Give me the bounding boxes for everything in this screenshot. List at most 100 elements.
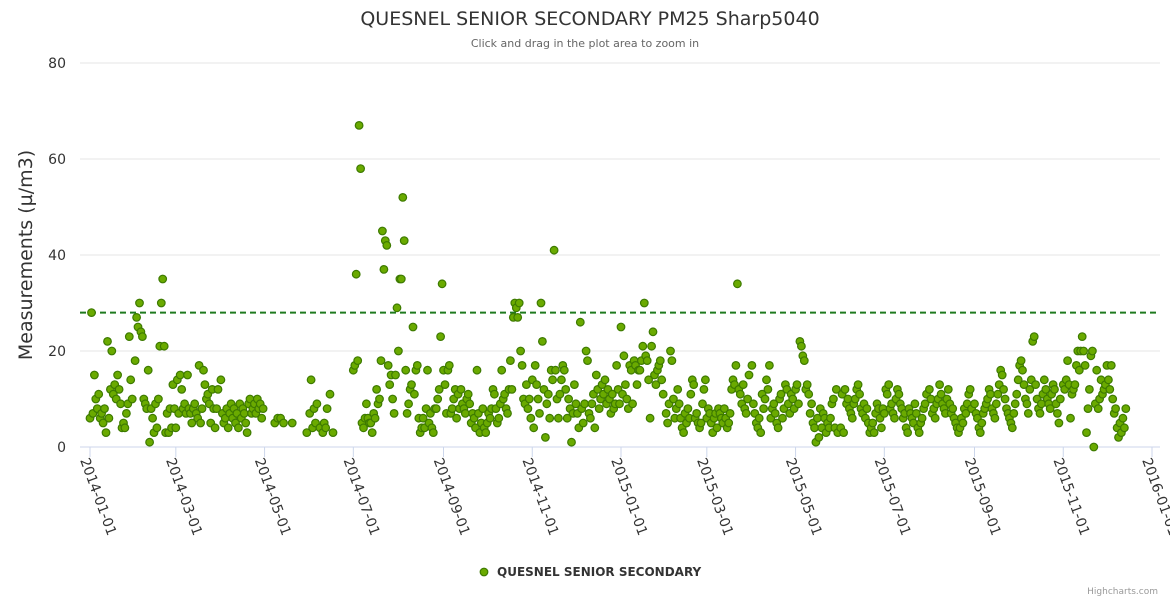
data-point[interactable] [975, 428, 985, 438]
data-point[interactable] [914, 428, 924, 438]
data-point[interactable] [648, 327, 658, 337]
data-point[interactable] [920, 399, 930, 409]
data-point[interactable] [612, 361, 621, 370]
data-point[interactable] [312, 399, 322, 409]
data-point[interactable] [564, 394, 573, 404]
data-point[interactable] [741, 409, 751, 418]
data-point[interactable] [465, 399, 475, 409]
data-point[interactable] [657, 375, 667, 385]
data-point[interactable] [503, 409, 512, 418]
data-point[interactable] [551, 365, 560, 375]
data-point[interactable] [1106, 361, 1116, 370]
data-point[interactable] [145, 437, 155, 447]
data-point[interactable] [936, 389, 946, 399]
data-point[interactable] [699, 385, 709, 394]
data-point[interactable] [788, 394, 798, 404]
data-point[interactable] [1089, 442, 1099, 452]
data-point[interactable] [354, 120, 364, 130]
data-point[interactable] [321, 423, 331, 433]
data-point[interactable] [1055, 394, 1065, 404]
data-point[interactable] [478, 404, 488, 414]
data-point[interactable] [302, 428, 312, 438]
data-point[interactable] [542, 399, 552, 409]
data-point[interactable] [562, 413, 572, 423]
data-point[interactable] [778, 413, 787, 423]
data-point[interactable] [156, 298, 166, 308]
data-point[interactable] [997, 370, 1007, 380]
data-point[interactable] [1118, 413, 1128, 423]
data-point[interactable] [1093, 404, 1103, 414]
data-point[interactable] [456, 385, 466, 394]
data-point[interactable] [407, 380, 416, 390]
data-point[interactable] [399, 236, 409, 246]
data-point[interactable] [575, 317, 585, 327]
data-point[interactable] [571, 399, 581, 409]
data-point[interactable] [600, 375, 610, 385]
data-point[interactable] [1119, 423, 1129, 433]
data-point[interactable] [1022, 399, 1032, 409]
data-point[interactable] [802, 380, 812, 390]
data-point[interactable] [130, 356, 140, 366]
data-point[interactable] [894, 389, 904, 399]
data-point[interactable] [233, 423, 243, 433]
data-point[interactable] [666, 346, 675, 356]
data-point[interactable] [890, 413, 899, 423]
data-point[interactable] [116, 399, 125, 409]
data-point[interactable] [514, 298, 524, 308]
data-point[interactable] [826, 413, 835, 423]
data-point[interactable] [541, 433, 550, 442]
data-point[interactable] [1013, 375, 1023, 385]
data-point[interactable] [463, 389, 473, 399]
data-point[interactable] [840, 385, 850, 394]
data-point[interactable] [698, 399, 707, 409]
data-point[interactable] [1023, 409, 1033, 418]
data-point[interactable] [444, 361, 454, 370]
data-point[interactable] [555, 389, 565, 399]
data-point[interactable] [1111, 404, 1120, 414]
data-point[interactable] [991, 399, 1001, 409]
data-point[interactable] [581, 346, 591, 356]
data-point[interactable] [1074, 365, 1084, 375]
data-point[interactable] [1050, 385, 1059, 394]
data-point[interactable] [362, 399, 371, 409]
data-point[interactable] [412, 361, 422, 370]
data-point[interactable] [472, 365, 482, 375]
data-point[interactable] [712, 423, 722, 433]
data-point[interactable] [993, 389, 1003, 399]
data-point[interactable] [428, 428, 438, 438]
data-point[interactable] [635, 365, 645, 375]
data-point[interactable] [223, 423, 233, 433]
data-point[interactable] [1103, 375, 1113, 385]
data-point[interactable] [1070, 380, 1080, 390]
data-point[interactable] [930, 413, 940, 423]
data-point[interactable] [1092, 365, 1102, 375]
data-point[interactable] [121, 409, 131, 418]
data-point[interactable] [379, 265, 389, 274]
data-point[interactable] [607, 389, 617, 399]
data-point[interactable] [882, 389, 892, 399]
data-point[interactable] [622, 394, 632, 404]
data-point[interactable] [197, 404, 207, 414]
data-point[interactable] [1082, 428, 1091, 438]
data-point[interactable] [673, 385, 683, 394]
data-point[interactable] [1079, 346, 1088, 356]
data-point[interactable] [535, 409, 544, 418]
data-point[interactable] [701, 375, 710, 385]
data-point[interactable] [735, 389, 745, 399]
data-point[interactable] [689, 380, 699, 390]
data-point[interactable] [1108, 394, 1118, 404]
data-point[interactable] [545, 413, 555, 423]
data-point[interactable] [990, 413, 1000, 423]
data-point[interactable] [799, 356, 809, 366]
data-point[interactable] [216, 375, 226, 385]
data-point[interactable] [239, 409, 249, 418]
data-point[interactable] [961, 409, 971, 418]
data-point[interactable] [410, 389, 419, 399]
data-point[interactable] [287, 418, 297, 428]
data-point[interactable] [925, 385, 934, 394]
data-point[interactable] [557, 375, 566, 385]
data-point[interactable] [765, 361, 774, 370]
data-point[interactable] [554, 413, 563, 423]
data-point[interactable] [580, 399, 589, 409]
data-point[interactable] [530, 361, 540, 370]
